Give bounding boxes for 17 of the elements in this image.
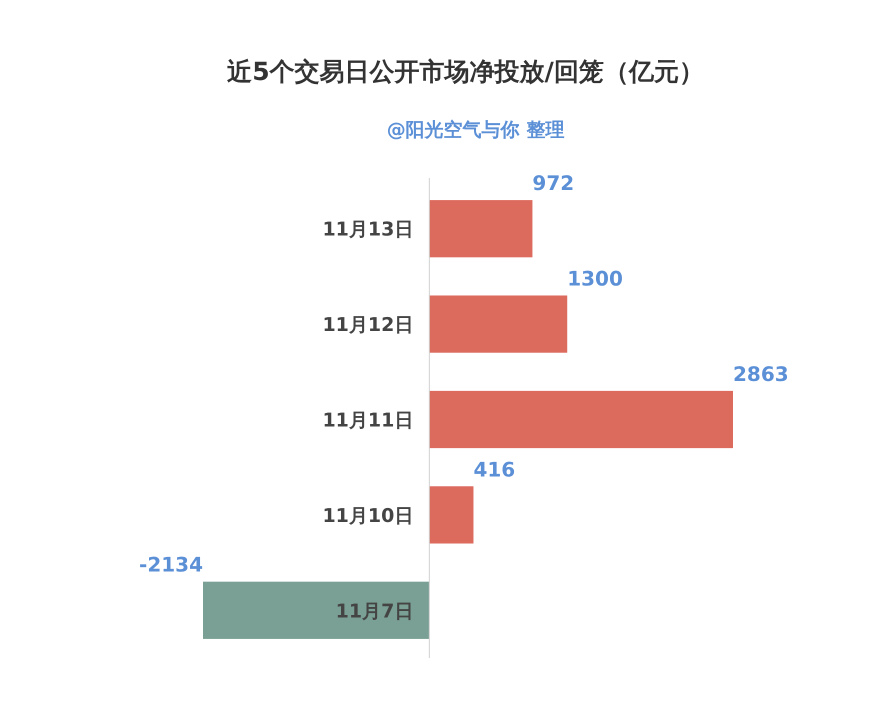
data-label: 972 xyxy=(532,171,574,196)
chart-title: 近5个交易日公开市场净投放/回笼（亿元） xyxy=(227,57,704,86)
bar xyxy=(429,486,474,544)
data-label: 416 xyxy=(473,457,516,482)
y-tick-label: 11月7日 xyxy=(336,600,414,622)
bar xyxy=(429,200,532,258)
y-tick-label: 11月12日 xyxy=(322,314,414,336)
data-label: 2863 xyxy=(733,362,789,386)
data-label: 1300 xyxy=(567,266,623,290)
y-tick-label: 11月11日 xyxy=(322,410,414,432)
y-tick-label: 11月13日 xyxy=(322,218,414,241)
bar xyxy=(429,295,568,353)
bar xyxy=(203,582,430,639)
chart-subtitle: @阳光空气与你 整理 xyxy=(386,119,564,141)
bar xyxy=(429,390,733,448)
y-tick-label: 11月10日 xyxy=(322,504,414,527)
data-label: -2134 xyxy=(139,552,203,577)
